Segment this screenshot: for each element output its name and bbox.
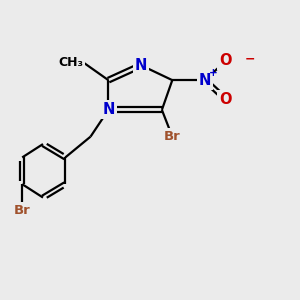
Text: N: N	[199, 73, 211, 88]
Text: N: N	[102, 102, 115, 117]
Text: O: O	[220, 53, 232, 68]
Text: O: O	[220, 92, 232, 107]
Text: +: +	[209, 68, 218, 78]
Text: Br: Br	[14, 204, 31, 218]
Text: CH₃: CH₃	[58, 56, 83, 69]
Text: −: −	[244, 53, 255, 66]
Text: N: N	[135, 58, 147, 73]
Text: Br: Br	[164, 130, 181, 143]
